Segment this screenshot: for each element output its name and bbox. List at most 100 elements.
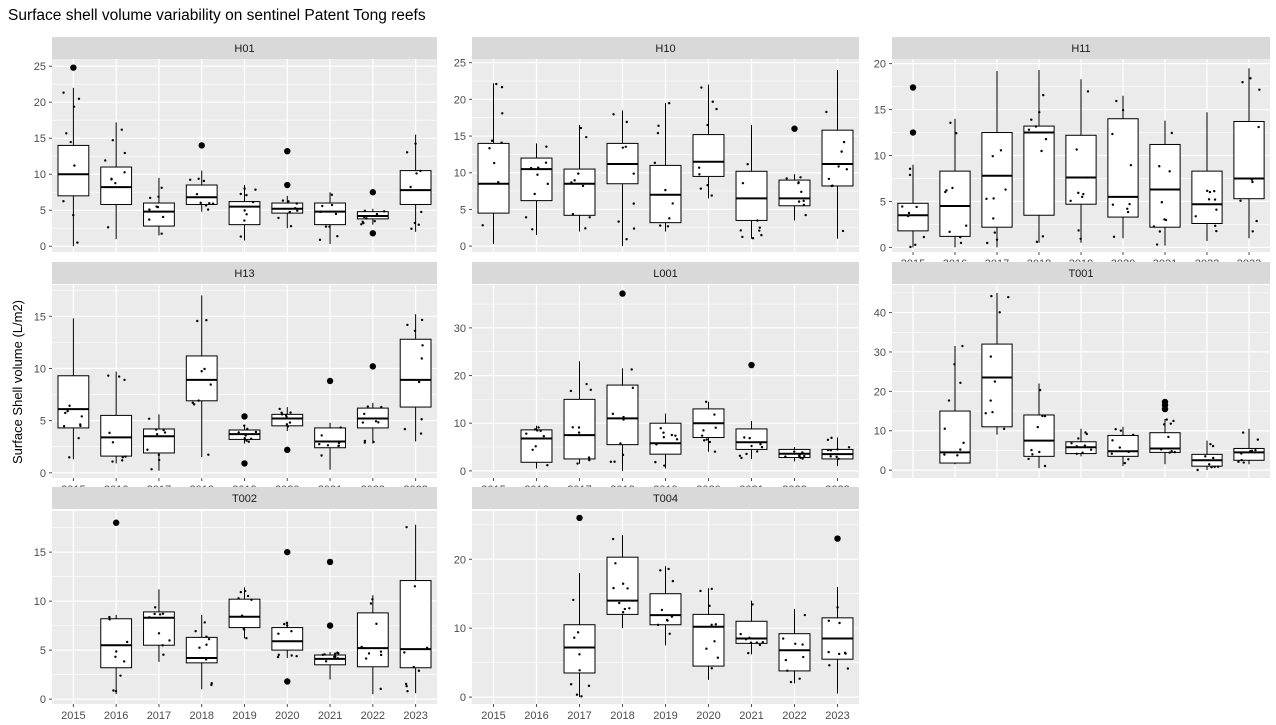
jitter-point (242, 628, 246, 631)
jitter-point (196, 319, 199, 323)
outlier-point (834, 535, 841, 542)
jitter-point (1168, 170, 1171, 173)
jitter-point (613, 460, 616, 463)
jitter-point (748, 436, 751, 440)
jitter-point (536, 173, 539, 176)
jitter-point (488, 147, 491, 150)
x-tick-label: 2023 (825, 710, 849, 722)
jitter-point (324, 225, 328, 228)
facet-strip (52, 37, 437, 59)
iqr-box (399, 338, 432, 408)
iqr-box (1065, 134, 1097, 205)
jitter-point (112, 689, 115, 692)
jitter-point (758, 226, 761, 229)
y-tick-label: 20 (874, 59, 886, 71)
y-tick-label: 20 (454, 94, 466, 106)
y-tick-label: 15 (874, 105, 886, 117)
outlier-point (241, 460, 248, 467)
jitter-point (294, 206, 297, 210)
iqr-box (228, 598, 261, 629)
jitter-point (62, 91, 65, 94)
jitter-point (421, 344, 424, 347)
jitter-point (1077, 191, 1080, 195)
jitter-point (569, 389, 573, 393)
y-tick-label: 15 (454, 131, 466, 143)
jitter-point (205, 319, 208, 322)
jitter-point (739, 632, 742, 636)
jitter-point (1164, 218, 1168, 222)
jitter-point (1069, 199, 1072, 203)
y-tick-label: 15 (34, 311, 46, 323)
y-tick-label: 10 (34, 596, 46, 608)
jitter-point (906, 214, 910, 218)
box-2019 (649, 566, 682, 646)
jitter-point (659, 426, 662, 430)
iqr-box (778, 633, 811, 672)
jitter-point (1128, 202, 1131, 206)
jitter-point (536, 429, 539, 432)
jitter-point (826, 448, 830, 452)
jitter-point (829, 449, 833, 452)
jitter-point (419, 169, 422, 173)
jitter-point (107, 374, 110, 377)
jitter-point (705, 438, 709, 441)
jitter-point (111, 441, 115, 444)
jitter-point (123, 171, 126, 174)
jitter-point (828, 664, 831, 667)
jitter-point (760, 445, 764, 449)
jitter-point (420, 318, 424, 322)
jitter-point (320, 434, 323, 437)
jitter-point (698, 173, 701, 176)
jitter-point (531, 228, 534, 231)
jitter-point (1111, 439, 1114, 442)
jitter-point (156, 205, 160, 209)
jitter-point (1241, 431, 1245, 434)
jitter-point (206, 208, 210, 211)
facet-strip-label: H01 (234, 43, 254, 55)
iqr-box (143, 428, 175, 454)
facet-strip (472, 487, 859, 509)
y-tick-label: 5 (40, 416, 46, 428)
jitter-point (656, 623, 660, 627)
jitter-point (157, 458, 161, 462)
y-tick-label: 10 (874, 151, 886, 163)
iqr-box (520, 157, 553, 202)
jitter-point (1030, 118, 1033, 121)
jitter-point (571, 212, 575, 216)
x-tick-label: 2020 (275, 710, 299, 722)
jitter-point (956, 454, 959, 457)
jitter-point (992, 217, 995, 220)
jitter-point (284, 413, 288, 417)
jitter-point (668, 217, 671, 220)
jitter-point (1216, 465, 1220, 468)
jitter-point (192, 403, 196, 406)
jitter-point (379, 687, 382, 691)
jitter-point (239, 235, 243, 238)
jitter-point (697, 166, 701, 169)
jitter-point (702, 439, 706, 442)
jitter-point (296, 209, 299, 212)
jitter-point (285, 621, 289, 625)
x-tick-label: 2023 (403, 710, 427, 722)
y-tick-label: 10 (34, 363, 46, 375)
facet-strip (472, 262, 859, 284)
x-tick-label: 2015 (61, 710, 85, 722)
jitter-point (961, 344, 964, 348)
outlier-point (198, 142, 205, 149)
jitter-point (744, 638, 748, 641)
jitter-point (490, 139, 494, 142)
jitter-point (377, 421, 380, 424)
y-tick-label: 10 (34, 169, 46, 181)
jitter-point (161, 215, 165, 219)
jitter-point (336, 234, 339, 238)
jitter-point (211, 202, 215, 205)
x-tick-label: 2016 (104, 710, 128, 722)
jitter-point (1007, 295, 1010, 299)
iqr-box (399, 170, 432, 205)
jitter-point (379, 650, 383, 653)
jitter-point (404, 682, 408, 686)
jitter-point (318, 238, 322, 242)
jitter-point (240, 614, 244, 617)
jitter-point (501, 112, 504, 115)
iqr-box (57, 144, 90, 197)
